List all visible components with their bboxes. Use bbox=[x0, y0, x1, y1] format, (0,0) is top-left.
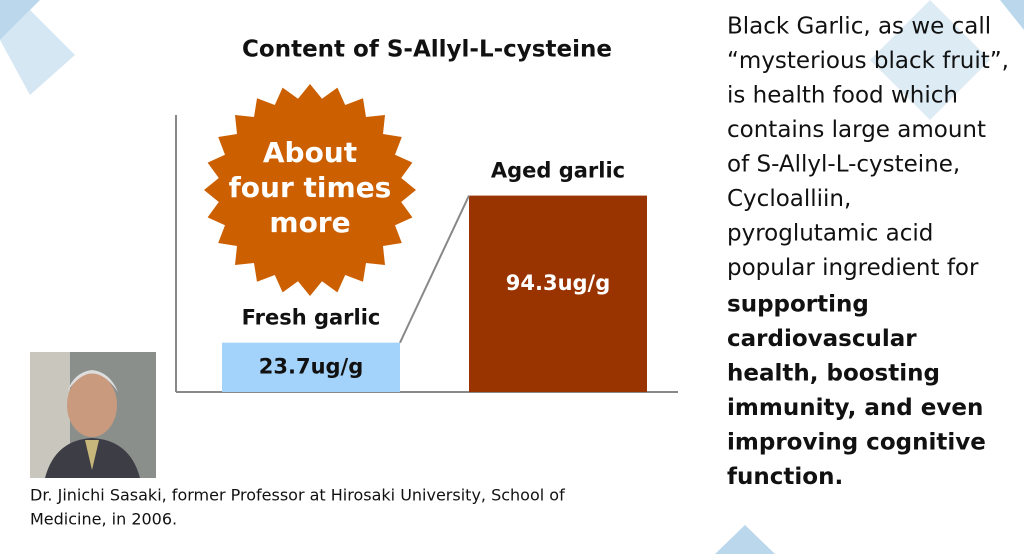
side-text-bold: immunity, and even bbox=[727, 395, 983, 421]
side-text-bold: improving cognitive bbox=[727, 430, 986, 456]
side-text: of S-Allyl-L-cysteine, bbox=[727, 152, 960, 178]
side-text: pyroglutamic acid bbox=[727, 221, 933, 247]
side-text-bold: health, boosting bbox=[727, 361, 940, 387]
bar bbox=[469, 195, 647, 392]
side-text: “mysterious black fruit”, bbox=[727, 48, 1009, 74]
annotation: four times bbox=[229, 171, 392, 204]
side-text: is health food which bbox=[727, 83, 958, 109]
side-text: Cycloalliin, bbox=[727, 186, 851, 212]
chart-title: Content of S-Allyl-L-cysteine bbox=[242, 37, 612, 63]
side-text-bold: supporting bbox=[727, 292, 869, 318]
caption-line: Medicine, in 2006. bbox=[30, 510, 177, 529]
side-text: popular ingredient for bbox=[727, 255, 979, 281]
bar bbox=[222, 342, 400, 392]
side-text: Black Garlic, as we call bbox=[727, 14, 991, 40]
category-label: Fresh garlic bbox=[242, 306, 381, 330]
connector bbox=[399, 195, 470, 344]
starburst bbox=[204, 84, 416, 296]
annotation: About bbox=[263, 136, 357, 169]
photo bbox=[30, 352, 156, 478]
value-label: 23.7ug/g bbox=[259, 354, 364, 378]
side-text-bold: function. bbox=[727, 464, 843, 490]
side-text: contains large amount bbox=[727, 117, 986, 143]
caption-line: Dr. Jinichi Sasaki, former Professor at … bbox=[30, 486, 565, 505]
side-text-bold: cardiovascular bbox=[727, 326, 917, 352]
annotation: more bbox=[269, 206, 350, 239]
category-label: Aged garlic bbox=[491, 159, 625, 183]
value-label: 94.3ug/g bbox=[506, 271, 611, 295]
